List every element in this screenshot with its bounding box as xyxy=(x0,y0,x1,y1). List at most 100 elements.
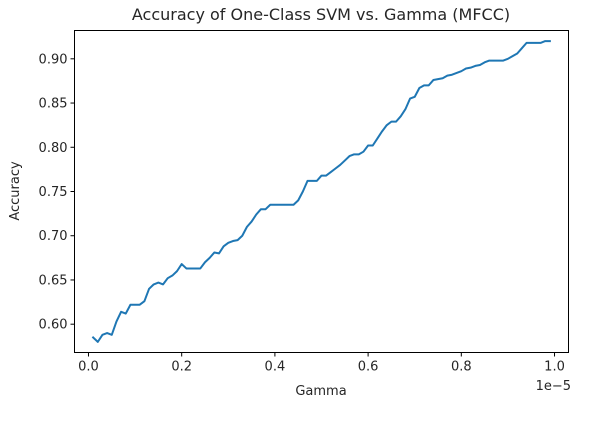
data-point xyxy=(213,251,215,254)
data-point xyxy=(404,108,406,110)
data-point xyxy=(167,277,169,279)
data-point xyxy=(120,311,122,313)
data-point xyxy=(292,204,295,206)
x-tick-label: 0.2 xyxy=(171,360,192,375)
data-point xyxy=(204,261,206,263)
data-point xyxy=(395,121,397,123)
y-tick-label: 0.90 xyxy=(39,52,68,67)
data-point xyxy=(516,52,518,55)
x-tick-label: 0.4 xyxy=(265,360,286,375)
data-point xyxy=(306,180,309,182)
data-point xyxy=(437,78,439,80)
data-point xyxy=(479,64,481,66)
data-point xyxy=(162,283,164,285)
data-point xyxy=(223,245,225,247)
plot-frame xyxy=(74,30,569,353)
data-point xyxy=(539,42,542,44)
data-point xyxy=(348,155,351,157)
data-point xyxy=(227,242,229,244)
data-point xyxy=(525,42,528,44)
x-axis-label: Gamma xyxy=(295,384,346,399)
data-point xyxy=(451,74,453,76)
data-point xyxy=(195,267,197,270)
data-point xyxy=(530,42,532,44)
data-point xyxy=(283,204,285,206)
data-point xyxy=(237,239,239,241)
data-point xyxy=(288,204,290,206)
data-point xyxy=(97,341,99,343)
data-point xyxy=(470,67,472,69)
data-point xyxy=(250,220,253,223)
data-point xyxy=(255,213,257,216)
x-tick-label: 0.6 xyxy=(358,360,379,375)
data-point xyxy=(209,257,211,259)
data-point xyxy=(456,72,458,74)
y-axis-label: Accuracy xyxy=(8,161,23,221)
data-point xyxy=(157,282,159,284)
x-axis-offset-label: 1e−5 xyxy=(536,379,571,394)
data-point xyxy=(488,59,490,62)
data-point xyxy=(153,283,155,285)
data-point xyxy=(474,65,476,67)
data-point xyxy=(260,208,262,210)
data-point xyxy=(386,124,388,126)
data-point xyxy=(446,75,448,77)
data-point xyxy=(148,288,150,290)
labels-layer: Accuracy of One-Class SVM vs. Gamma (MFC… xyxy=(8,5,571,399)
data-point xyxy=(432,79,434,81)
data-point xyxy=(502,59,504,62)
data-point xyxy=(139,304,141,306)
data-point xyxy=(125,312,127,315)
x-tick-label: 0.0 xyxy=(78,360,99,375)
data-point xyxy=(465,67,467,70)
data-point xyxy=(134,304,136,306)
data-point xyxy=(320,174,323,177)
series-layer xyxy=(91,40,551,343)
data-point xyxy=(521,47,523,49)
data-point xyxy=(199,267,201,270)
data-point xyxy=(92,336,94,339)
ticks-layer: 0.0 0.2 0.4 0.6 0.8 1.0 0.60 0.65 0.70 0.75 0.80 0.… xyxy=(39,52,565,374)
data-point xyxy=(264,208,267,210)
series-line xyxy=(91,40,551,343)
y-tick-label: 0.85 xyxy=(39,97,68,112)
data-point xyxy=(376,137,379,140)
data-point xyxy=(344,159,346,162)
data-point xyxy=(316,180,318,182)
x-tick-label: 1.0 xyxy=(544,360,565,375)
data-point xyxy=(241,235,243,237)
data-point xyxy=(484,61,486,63)
data-point xyxy=(190,267,192,270)
data-point xyxy=(129,304,132,306)
data-point xyxy=(414,96,416,98)
y-tick-label: 0.75 xyxy=(39,185,68,200)
data-point xyxy=(246,226,248,228)
data-point xyxy=(460,70,462,72)
data-point xyxy=(362,151,365,153)
data-point xyxy=(497,59,500,62)
data-point xyxy=(372,144,374,147)
data-point xyxy=(278,204,281,206)
data-point xyxy=(367,144,369,147)
data-point xyxy=(218,252,220,255)
data-point xyxy=(353,153,355,155)
data-point xyxy=(507,58,509,60)
data-point xyxy=(358,153,360,155)
data-point xyxy=(330,171,332,173)
data-point xyxy=(106,332,108,334)
data-point xyxy=(185,267,187,270)
data-point xyxy=(171,274,173,277)
data-point xyxy=(334,167,337,170)
data-point xyxy=(418,87,420,89)
data-point xyxy=(544,40,546,42)
data-point xyxy=(232,240,234,242)
y-tick-label: 0.80 xyxy=(39,141,68,156)
y-tick-label: 0.65 xyxy=(39,273,68,288)
data-point xyxy=(325,174,327,177)
data-point xyxy=(181,263,183,265)
data-point xyxy=(101,334,104,336)
data-point xyxy=(339,164,341,166)
chart-title: Accuracy of One-Class SVM vs. Gamma (MFC… xyxy=(132,5,510,24)
